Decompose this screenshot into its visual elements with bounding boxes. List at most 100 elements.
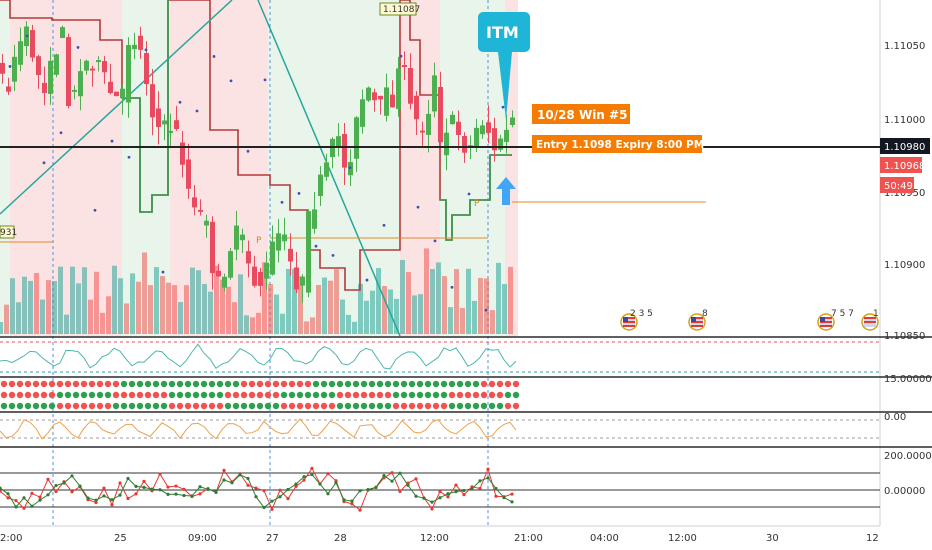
volume-bar-13 xyxy=(70,266,75,334)
candle-body-34 xyxy=(198,209,203,212)
osc4-green-dot-13 xyxy=(94,498,98,502)
dot-r2-c34 xyxy=(264,391,272,399)
osc4-green-dot-26 xyxy=(198,485,202,489)
volume-bar-32 xyxy=(184,285,189,334)
dot-r1-c18 xyxy=(136,380,144,388)
dot-r1-c48 xyxy=(376,380,384,388)
dot-r1-c25 xyxy=(192,380,200,388)
oscillator-pane-4[interactable]: 200.00000 0.00000 xyxy=(0,451,932,512)
dot-r3-c47 xyxy=(368,402,376,410)
signal-dot-15 xyxy=(246,149,250,153)
svg-text:8: 8 xyxy=(702,309,708,319)
dot-r1-c31 xyxy=(240,380,248,388)
dot-r3-c63 xyxy=(496,402,504,410)
event-marker-3[interactable]: 7 5 7 xyxy=(817,309,854,331)
candle-body-26 xyxy=(150,84,155,118)
dot-r3-c29 xyxy=(224,402,232,410)
signal-dot-2 xyxy=(25,34,29,38)
dot-r2-c55 xyxy=(432,391,440,399)
osc4-green-dot-54 xyxy=(422,496,426,500)
dot-r1-c19 xyxy=(144,380,152,388)
svg-text:931: 931 xyxy=(0,228,17,238)
trend-zone-9 xyxy=(440,0,505,336)
dot-r1-c45 xyxy=(352,380,360,388)
volume-bar-40 xyxy=(232,302,237,334)
x-tick-1: 2:00 xyxy=(0,533,22,544)
osc4-red-dot-10 xyxy=(70,490,74,494)
osc4-red-dot-6 xyxy=(38,495,42,499)
event-marker-1[interactable]: 2 3 5 xyxy=(620,309,653,331)
osc4-green-dot-21 xyxy=(158,488,162,492)
dot-r2-c43 xyxy=(336,391,344,399)
osc4-red-dot-19 xyxy=(142,479,146,483)
candle-body-30 xyxy=(174,120,179,129)
x-tick-11: 12 xyxy=(866,533,879,544)
osc4-green-dot-37 xyxy=(286,487,290,492)
osc4-red-dot-50 xyxy=(390,471,394,475)
dot-r2-c26 xyxy=(200,391,208,399)
candle-body-68 xyxy=(402,64,407,67)
oscillator-pane-3[interactable]: 0.00 xyxy=(0,412,906,440)
dot-r2-c23 xyxy=(176,391,184,399)
volume-bar-67 xyxy=(394,298,399,334)
volume-bar-65 xyxy=(382,286,387,334)
event-marker-2[interactable]: 8 xyxy=(688,309,708,331)
candle-body-2 xyxy=(6,86,11,92)
svg-text:ITM: ITM xyxy=(486,23,519,42)
osc4-green-dot-65 xyxy=(510,500,514,504)
signal-dot-7 xyxy=(110,139,114,143)
event-marker-4[interactable]: 1 xyxy=(861,309,879,331)
dot-r2-c58 xyxy=(456,391,464,399)
dot-r1-c12 xyxy=(88,380,96,388)
candle-body-61 xyxy=(360,99,365,127)
volume-bar-21 xyxy=(118,278,123,334)
dot-r3-c43 xyxy=(336,402,344,410)
dot-r3-c9 xyxy=(64,402,72,410)
countdown-tag: 50:49 xyxy=(880,177,914,193)
osc4-green-dot-1 xyxy=(0,486,2,490)
osc4-red-dot-21 xyxy=(158,472,162,476)
dot-r2-c36 xyxy=(280,391,288,399)
candles[interactable] xyxy=(0,21,515,303)
dot-r3-c8 xyxy=(56,402,64,410)
svg-text:50:49: 50:49 xyxy=(884,181,913,192)
osc3-tick: 0.00 xyxy=(884,412,906,423)
osc4-green-dot-3 xyxy=(14,505,18,509)
osc4-red-dot-7 xyxy=(46,477,50,481)
volume-bar-42 xyxy=(244,315,249,334)
dot-r2-c17 xyxy=(128,391,136,399)
osc4-green-dot-52 xyxy=(406,483,410,487)
volume-bar-83 xyxy=(490,310,495,334)
dot-r2-c21 xyxy=(160,391,168,399)
osc4-green-dot-49 xyxy=(382,474,386,478)
osc4-green-dot-10 xyxy=(70,474,74,478)
dot-r2-c14 xyxy=(104,391,112,399)
osc4-red-dot-29 xyxy=(222,468,226,472)
volume-bar-38 xyxy=(220,279,225,334)
dot-r3-c10 xyxy=(72,402,80,410)
dot-r1-c51 xyxy=(400,380,408,388)
osc4-red-dot-1 xyxy=(0,489,2,493)
osc4-red-dot-53 xyxy=(414,477,418,481)
osc4-green-dot-47 xyxy=(366,487,370,492)
candle-body-84 xyxy=(498,138,503,150)
candle-body-38 xyxy=(222,276,227,288)
dot-r1-c38 xyxy=(296,380,304,388)
osc4-red-dot-46 xyxy=(358,508,362,512)
candle-body-28 xyxy=(162,120,167,125)
candle-body-22 xyxy=(126,45,131,103)
volume-bar-2 xyxy=(4,304,9,334)
dot-r3-c33 xyxy=(256,402,264,410)
oscillator-pane-1[interactable]: 15.00000 xyxy=(0,341,932,385)
time-axis[interactable]: 2:00 25 09:00 27 28 12:00 21:00 04:00 12… xyxy=(0,533,879,544)
osc4-red-dot-8 xyxy=(54,489,58,494)
dot-r2-c40 xyxy=(312,391,320,399)
signal-dot-17 xyxy=(280,200,284,204)
dot-r1-c2 xyxy=(8,380,16,388)
volume-bar-49 xyxy=(286,268,291,334)
dot-r3-c48 xyxy=(376,402,384,410)
signal-dot-21 xyxy=(348,166,352,170)
volume-bar-48 xyxy=(280,313,285,334)
dots-pane[interactable] xyxy=(0,380,520,410)
